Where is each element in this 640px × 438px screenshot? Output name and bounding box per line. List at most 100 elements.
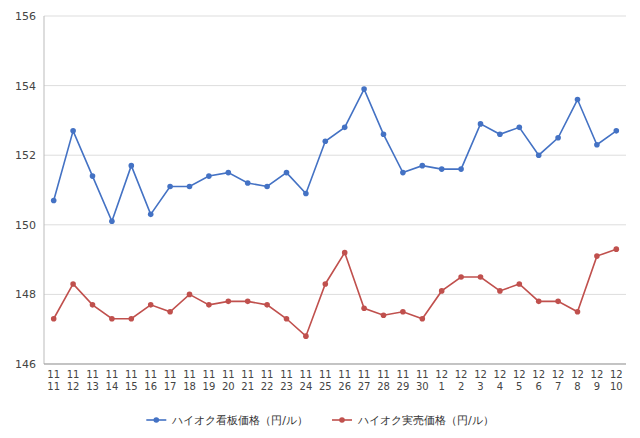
x-axis-line	[44, 364, 626, 365]
x-tick-label: 126	[532, 369, 545, 392]
x-tick-label: 1125	[319, 369, 332, 392]
x-tick-label: 1126	[338, 369, 351, 392]
x-tick-label: 1122	[261, 369, 274, 392]
point	[420, 163, 426, 169]
point	[51, 316, 57, 322]
point	[458, 166, 464, 172]
point	[187, 184, 193, 190]
point	[400, 309, 406, 315]
grid-line	[44, 294, 626, 295]
point	[381, 132, 387, 138]
grid-line	[44, 364, 626, 365]
chart: 1461481501521541561111111211131114111511…	[0, 0, 640, 438]
x-tick-label: 124	[494, 369, 507, 392]
point	[129, 163, 135, 169]
x-tick-label: 1210	[610, 369, 623, 392]
point	[594, 253, 600, 259]
x-tick-label: 1120	[222, 369, 235, 392]
legend-label: ハイオク看板価格（円/ル）	[171, 414, 308, 427]
point	[439, 288, 445, 294]
point	[575, 97, 581, 103]
y-axis-line	[44, 16, 45, 364]
point	[109, 316, 115, 322]
x-tick-label: 122	[455, 369, 468, 392]
point	[517, 281, 523, 287]
series-line	[54, 249, 617, 336]
point	[284, 316, 290, 322]
point	[342, 250, 348, 256]
y-tick-label: 148	[15, 288, 36, 301]
x-tick-label: 1127	[358, 369, 371, 392]
x-tick-label: 1123	[280, 369, 293, 392]
x-tick-label: 1111	[47, 369, 60, 392]
x-tick-label: 1117	[164, 369, 177, 392]
grid-line	[44, 85, 626, 86]
x-tick-label: 1113	[86, 369, 99, 392]
x-tick-label: 121	[435, 369, 448, 392]
legend-item: ハイオク看板価格（円/ル）	[146, 414, 308, 427]
point	[361, 306, 367, 312]
point	[245, 299, 251, 305]
point	[206, 173, 212, 179]
y-tick-label: 150	[15, 219, 36, 232]
x-tick-label: 123	[474, 369, 487, 392]
series-line	[54, 89, 617, 221]
point	[381, 312, 387, 318]
point	[342, 125, 348, 131]
x-tick-label: 125	[513, 369, 526, 392]
point	[614, 128, 620, 134]
point	[90, 302, 96, 308]
legend-item: ハイオク実売価格（円/ル）	[332, 414, 494, 427]
point	[575, 309, 581, 315]
point	[478, 121, 484, 127]
y-tick-label: 154	[15, 80, 36, 93]
point	[187, 292, 193, 298]
x-tick-label: 1121	[241, 369, 254, 392]
point	[109, 219, 115, 225]
x-tick-label: 1112	[67, 369, 80, 392]
point	[458, 274, 464, 280]
point	[264, 302, 270, 308]
point	[264, 184, 270, 190]
point	[167, 184, 173, 190]
point	[284, 170, 290, 176]
point	[323, 138, 329, 144]
point	[51, 198, 57, 204]
legend: ハイオク看板価格（円/ル） ハイオク実売価格（円/ル）	[146, 414, 493, 427]
x-tick-label: 1118	[183, 369, 196, 392]
axes: 1461481501521541561111111211131114111511…	[15, 10, 626, 392]
point	[497, 288, 503, 294]
point	[70, 281, 76, 287]
legend-label: ハイオク実売価格（円/ル）	[357, 414, 494, 427]
grid	[44, 16, 626, 364]
point	[555, 299, 561, 305]
y-tick-label: 146	[15, 358, 36, 371]
x-tick-label: 1124	[300, 369, 313, 392]
legend-marker	[154, 417, 160, 423]
y-tick-label: 152	[15, 149, 36, 162]
x-tick-label: 1115	[125, 369, 138, 392]
point	[361, 86, 367, 92]
point	[439, 166, 445, 172]
y-tick-label: 156	[15, 10, 36, 23]
point	[226, 299, 232, 305]
point	[226, 170, 232, 176]
grid-line	[44, 224, 626, 225]
x-tick-label: 128	[571, 369, 584, 392]
point	[536, 152, 542, 158]
point	[555, 135, 561, 141]
point	[400, 170, 406, 176]
plot-area	[51, 86, 619, 339]
point	[245, 180, 251, 186]
point	[420, 316, 426, 322]
point	[614, 246, 620, 252]
x-tick-label: 1128	[377, 369, 390, 392]
point	[167, 309, 173, 315]
point	[90, 173, 96, 179]
point	[478, 274, 484, 280]
point	[536, 299, 542, 305]
x-tick-label: 1119	[203, 369, 216, 392]
x-tick-label: 127	[552, 369, 565, 392]
point	[594, 142, 600, 148]
point	[323, 281, 329, 287]
